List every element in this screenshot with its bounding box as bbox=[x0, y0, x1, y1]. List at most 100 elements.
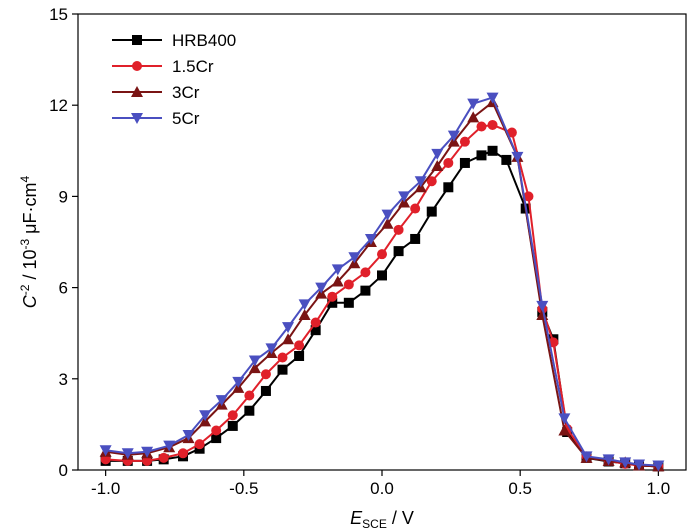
data-point bbox=[260, 369, 271, 380]
series-line bbox=[105, 96, 659, 467]
data-point bbox=[360, 267, 371, 278]
data-point bbox=[410, 233, 421, 244]
x-axis-unit: / V bbox=[387, 508, 414, 528]
series-1.5Cr bbox=[100, 119, 664, 472]
y-axis-unit: μF·cm bbox=[20, 182, 40, 238]
data-point bbox=[327, 291, 338, 302]
data-point bbox=[558, 424, 571, 436]
legend-item: 3Cr bbox=[112, 83, 200, 102]
data-point bbox=[523, 191, 534, 202]
data-point bbox=[211, 425, 222, 436]
axis-ticks: -1.0 -0.5 0.0 0.5 1.0 0 3 6 9 12 15 bbox=[49, 5, 670, 498]
data-point bbox=[443, 157, 454, 168]
y-axis-symbol: C bbox=[20, 294, 40, 308]
legend-marker bbox=[131, 86, 143, 97]
data-point bbox=[364, 233, 377, 245]
x-tick-label: 0.0 bbox=[370, 479, 394, 498]
data-point bbox=[178, 448, 189, 459]
legend-item: 5Cr bbox=[112, 109, 200, 128]
data-point bbox=[227, 410, 238, 421]
data-point bbox=[619, 457, 632, 469]
data-point bbox=[260, 385, 271, 396]
data-point bbox=[100, 454, 111, 465]
data-point bbox=[360, 285, 371, 296]
data-point bbox=[381, 209, 394, 221]
data-point bbox=[211, 433, 222, 444]
data-point bbox=[487, 145, 498, 156]
data-point bbox=[343, 297, 354, 308]
data-point bbox=[602, 454, 615, 466]
legend-marker bbox=[131, 113, 143, 124]
data-point bbox=[393, 246, 404, 257]
data-point bbox=[244, 390, 255, 401]
x-tick-label: 0.5 bbox=[508, 479, 532, 498]
data-point bbox=[282, 333, 295, 345]
legend-label: 5Cr bbox=[172, 109, 200, 128]
y-tick-label: 3 bbox=[59, 370, 68, 389]
data-point bbox=[142, 455, 153, 466]
data-point bbox=[331, 275, 344, 287]
data-point bbox=[248, 362, 261, 374]
data-point bbox=[633, 459, 646, 471]
data-point bbox=[467, 98, 480, 110]
legend-label: 3Cr bbox=[172, 83, 200, 102]
data-point bbox=[431, 148, 444, 160]
series-line bbox=[105, 149, 659, 468]
data-point bbox=[426, 206, 437, 217]
data-point bbox=[158, 452, 169, 463]
legend-marker bbox=[132, 35, 142, 45]
data-point bbox=[294, 351, 305, 361]
plot-frame bbox=[77, 13, 687, 471]
data-point bbox=[182, 430, 195, 442]
data-point bbox=[232, 376, 245, 388]
y-axis-mid: / 10 bbox=[20, 250, 40, 285]
legend-label: HRB400 bbox=[172, 31, 236, 50]
data-point bbox=[536, 300, 549, 312]
data-point bbox=[331, 264, 344, 276]
y-tick-label: 15 bbox=[49, 5, 68, 24]
data-point bbox=[348, 252, 361, 264]
y-tick-label: 0 bbox=[59, 461, 68, 480]
data-point bbox=[393, 224, 404, 235]
x-tick-label: -1.0 bbox=[91, 479, 120, 498]
data-point bbox=[459, 136, 470, 147]
legend-item: HRB400 bbox=[112, 31, 236, 50]
data-point bbox=[414, 176, 427, 188]
series-line bbox=[105, 101, 659, 468]
data-point bbox=[141, 446, 154, 458]
data-point bbox=[277, 352, 288, 363]
data-point bbox=[377, 270, 387, 281]
data-point bbox=[410, 203, 421, 214]
data-point bbox=[447, 130, 460, 142]
y-axis-unit-exp: 4 bbox=[18, 175, 32, 182]
data-point bbox=[431, 160, 444, 171]
data-point bbox=[652, 460, 665, 472]
data-point bbox=[343, 279, 354, 290]
data-point bbox=[398, 191, 411, 203]
legend: HRB400 1.5Cr 3Cr 5Cr bbox=[112, 31, 236, 128]
data-point bbox=[227, 420, 238, 431]
data-point bbox=[501, 154, 512, 165]
data-point bbox=[265, 343, 278, 355]
data-point bbox=[558, 413, 571, 425]
data-point bbox=[487, 119, 498, 130]
data-point bbox=[377, 249, 387, 260]
y-axis-label: C-2 / 10-3 μF·cm4 bbox=[18, 175, 40, 308]
data-point bbox=[294, 340, 305, 351]
data-point bbox=[486, 92, 499, 104]
data-point bbox=[580, 451, 593, 463]
data-point bbox=[163, 440, 176, 452]
data-point bbox=[121, 448, 134, 460]
data-point bbox=[248, 355, 261, 367]
legend-item: 1.5Cr bbox=[112, 57, 214, 76]
data-point bbox=[244, 405, 255, 416]
data-point bbox=[327, 297, 338, 308]
x-axis-symbol: E bbox=[350, 508, 363, 528]
data-point bbox=[511, 151, 524, 163]
data-point bbox=[310, 317, 321, 328]
data-point bbox=[443, 182, 454, 193]
series-5Cr bbox=[99, 92, 665, 472]
y-tick-label: 12 bbox=[49, 96, 68, 115]
data-point bbox=[282, 322, 295, 334]
data-point bbox=[426, 176, 437, 187]
